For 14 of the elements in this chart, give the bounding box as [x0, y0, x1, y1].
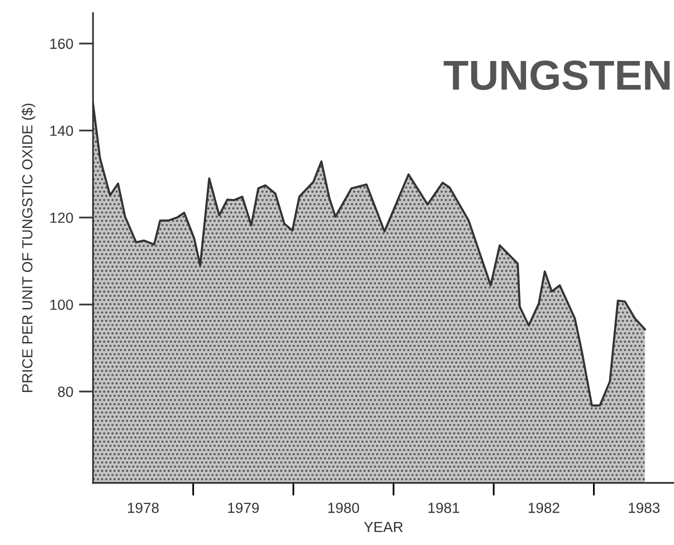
x-tick-label: 1983	[628, 502, 660, 514]
text: TUNGSTEN	[444, 60, 670, 90]
x-tick-label: 1980	[328, 502, 360, 514]
x-tick-label: 1978	[128, 502, 159, 514]
y-tick-label: 80	[58, 386, 73, 397]
x-tick-label: 1981	[428, 502, 460, 514]
x-axis-title: YEAR	[364, 522, 403, 532]
y-tick-label: 160	[50, 38, 73, 49]
y-tick-label: 140	[50, 126, 73, 136]
x-tick-label: 1979	[228, 502, 259, 514]
y-tick-label: 100	[50, 300, 73, 310]
y-tick-label: 120	[50, 212, 73, 223]
x-tick-label: 1982	[528, 502, 560, 514]
y-axis-title: PRICE PER UNIT OF TUNGSTIC OXIDE ($)	[22, 104, 36, 392]
